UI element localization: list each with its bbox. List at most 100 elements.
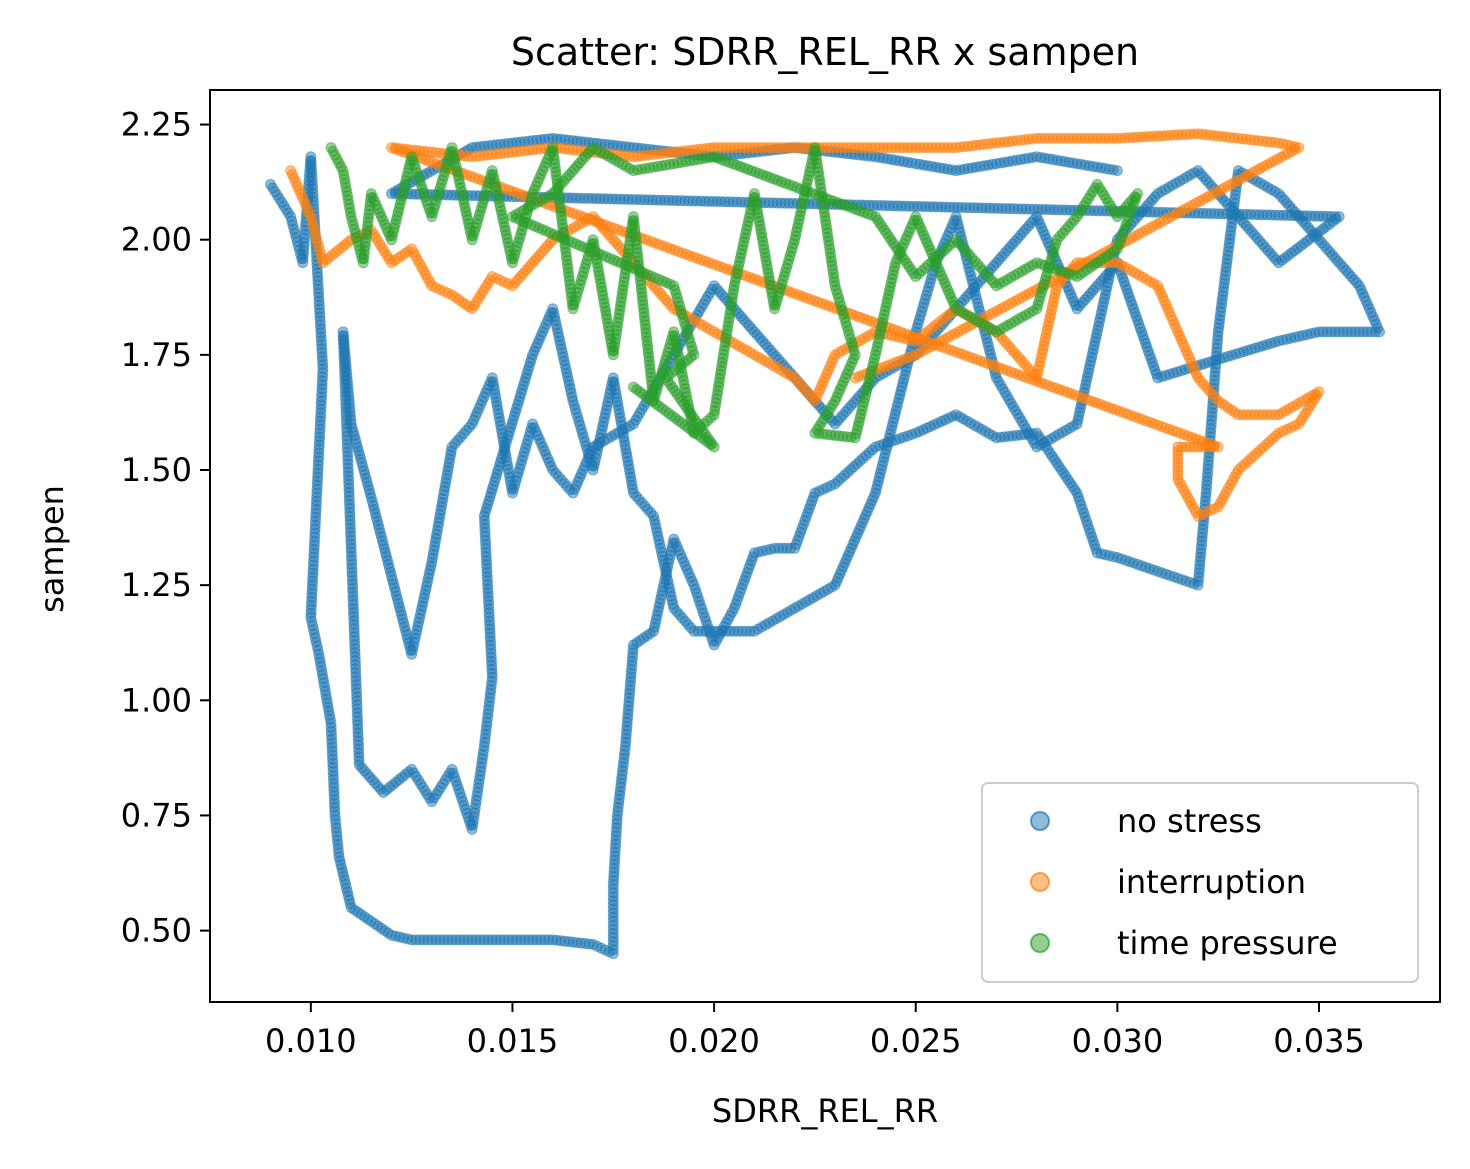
scatter-point (1192, 579, 1204, 591)
scatter-point (333, 851, 345, 863)
scatter-point (708, 280, 720, 292)
scatter-point (466, 934, 478, 946)
scatter-point (426, 556, 438, 568)
scatter-point (607, 372, 619, 384)
scatter-point (627, 211, 639, 223)
scatter-point (365, 915, 377, 927)
scatter-point (547, 188, 559, 200)
scatter-point (990, 326, 1002, 338)
scatter-point (486, 165, 498, 177)
scatter-point (1071, 211, 1083, 223)
scatter-point (990, 257, 1002, 269)
y-axis-label: sampen (33, 485, 71, 613)
scatter-point (910, 211, 922, 223)
scatter-point (345, 902, 357, 914)
scatter-point (506, 211, 518, 223)
scatter-point (385, 142, 397, 154)
legend-label: interruption (1117, 863, 1306, 901)
scatter-point (1132, 188, 1144, 200)
scatter-point (607, 879, 619, 891)
scatter-point (809, 487, 821, 499)
scatter-point (950, 303, 962, 315)
y-tick-label: 2.25 (121, 106, 192, 144)
y-tick-label: 0.50 (121, 912, 192, 950)
x-tick-label: 0.020 (668, 1022, 760, 1060)
scatter-point (1293, 142, 1305, 154)
scatter-point (1031, 257, 1043, 269)
scatter-point (869, 487, 881, 499)
scatter-point (708, 151, 720, 163)
scatter-point (890, 257, 902, 269)
scatter-point (1111, 552, 1123, 564)
scatter-point (1091, 178, 1103, 190)
scatter-point (365, 492, 377, 504)
scatter-point (406, 243, 418, 255)
scatter-point (1192, 372, 1204, 384)
scatter-point (748, 188, 760, 200)
scatter-point (829, 478, 841, 490)
scatter-point (1071, 487, 1083, 499)
scatter-point (406, 648, 418, 660)
scatter-point (478, 510, 490, 522)
scatter-point (1313, 386, 1325, 398)
x-tick-label: 0.025 (870, 1022, 962, 1060)
scatter-point (305, 611, 317, 623)
scatter-point (627, 487, 639, 499)
scatter-point (1374, 326, 1386, 338)
scatter-point (357, 257, 369, 269)
scatter-point (329, 809, 341, 821)
scatter-point (1313, 326, 1325, 338)
scatter-point (1232, 211, 1244, 223)
scatter-point (1212, 326, 1224, 338)
scatter-point (506, 280, 518, 292)
scatter-point (748, 326, 760, 338)
scatter-point (1212, 441, 1224, 453)
scatter-point (527, 349, 539, 361)
legend-marker (1030, 872, 1050, 892)
scatter-point (869, 211, 881, 223)
scatter-point (547, 303, 559, 315)
scatter-point (1273, 427, 1285, 439)
scatter-point (345, 211, 357, 223)
chart-title: Scatter: SDRR_REL_RR x sampen (511, 30, 1139, 74)
scatter-point (627, 151, 639, 163)
scatter-point (297, 257, 309, 269)
scatter-point (950, 211, 962, 223)
scatter-point (1071, 271, 1083, 283)
scatter-point (1091, 547, 1103, 559)
scatter-point (1273, 257, 1285, 269)
scatter-point (1192, 510, 1204, 522)
y-tick-label: 1.25 (121, 566, 192, 604)
scatter-point (611, 809, 623, 821)
scatter-point (668, 280, 680, 292)
series-layer (264, 128, 1386, 960)
scatter-point (708, 326, 720, 338)
scatter-point (317, 257, 329, 269)
scatter-point (688, 625, 700, 637)
scatter-point (950, 142, 962, 154)
scatter-point (1192, 128, 1204, 140)
scatter-point (1172, 326, 1184, 338)
scatter-point (769, 542, 781, 554)
scatter-point (789, 142, 801, 154)
scatter-point (305, 211, 317, 223)
scatter-point (1152, 565, 1164, 577)
scatter-point (466, 418, 478, 430)
scatter-point (587, 234, 599, 246)
scatter-point (990, 432, 1002, 444)
legend-label: no stress (1117, 802, 1262, 840)
scatter-point (1152, 372, 1164, 384)
scatter-point (668, 533, 680, 545)
scatter-point (627, 418, 639, 430)
scatter-point (264, 178, 276, 190)
scatter-point (385, 929, 397, 941)
scatter-point (1152, 280, 1164, 292)
scatter-point (1200, 487, 1212, 499)
scatter-point (769, 303, 781, 315)
scatter-point (1111, 165, 1123, 177)
y-tick-label: 0.75 (121, 796, 192, 834)
scatter-point (607, 349, 619, 361)
scatter-point (748, 547, 760, 559)
scatter-point (708, 409, 720, 421)
scatter-point (708, 142, 720, 154)
